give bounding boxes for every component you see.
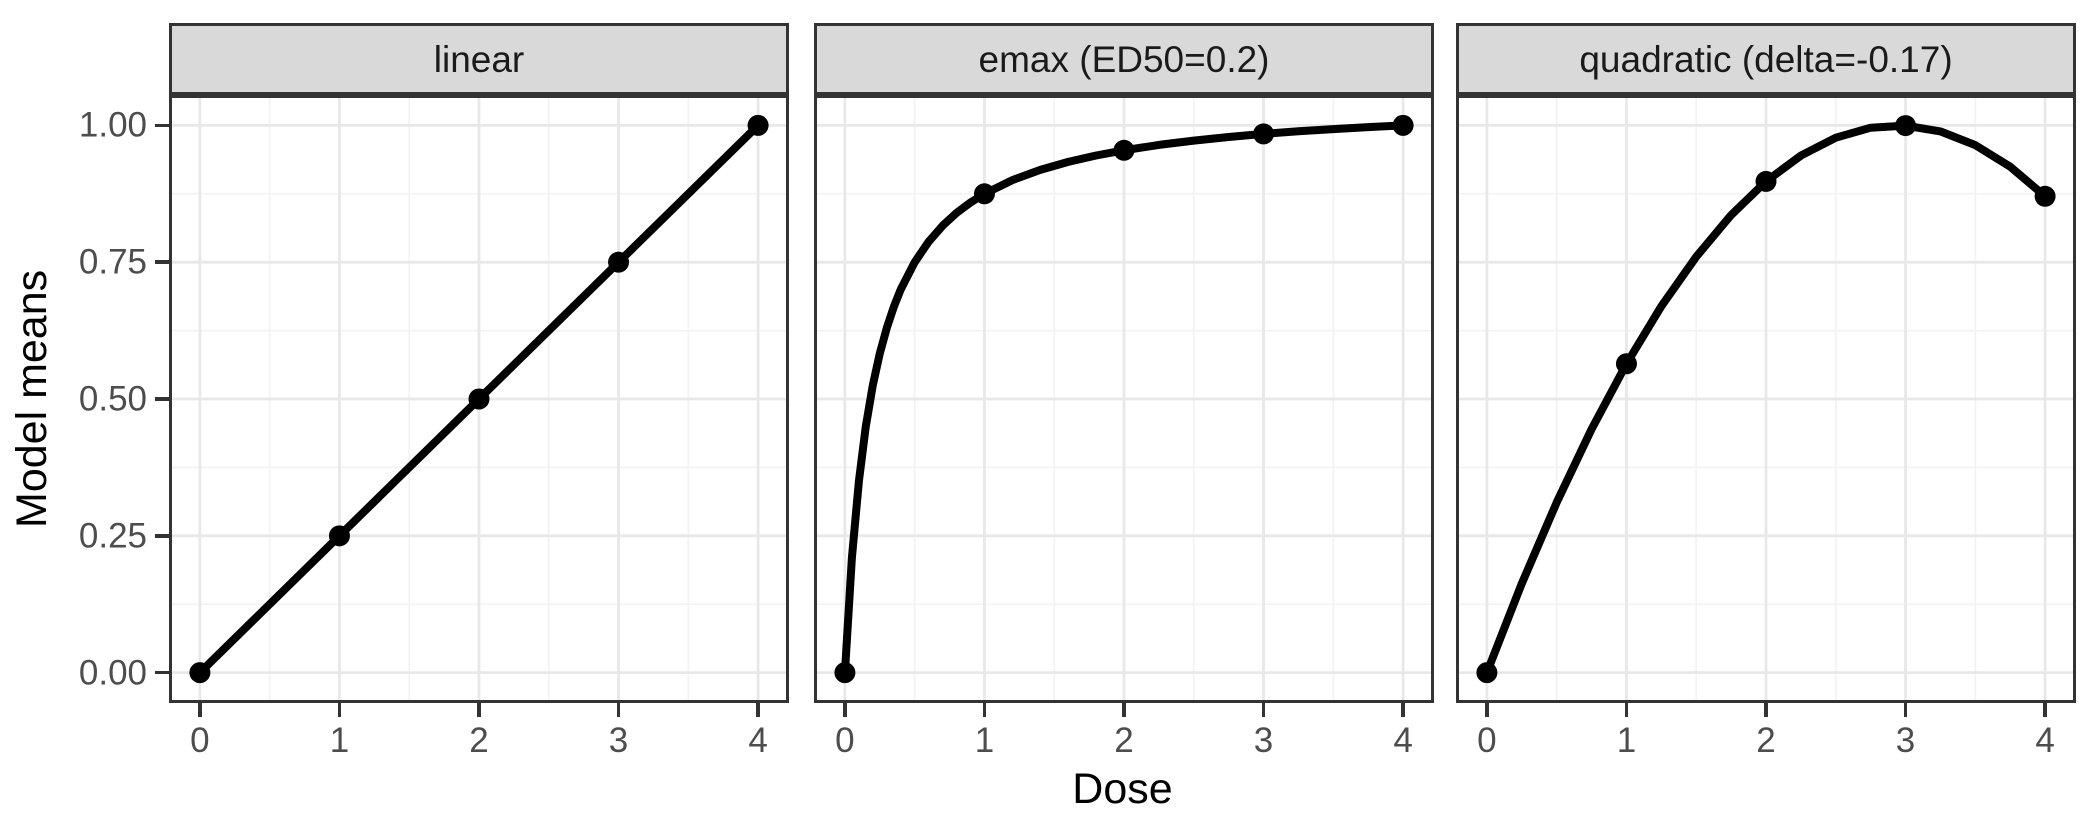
plot-area-linear — [169, 95, 789, 703]
plot-canvas-linear — [172, 98, 786, 700]
data-point — [328, 525, 350, 547]
x-axis-tick — [1261, 703, 1266, 717]
data-point — [1895, 115, 1917, 137]
x-axis-tick — [1401, 703, 1405, 717]
x-axis-tick — [756, 703, 760, 717]
x-axis-tick — [843, 703, 847, 717]
x-axis-tick — [616, 703, 621, 717]
x-axis-tick — [1485, 703, 1489, 717]
x-axis-tick — [2043, 703, 2047, 717]
data-point — [1253, 123, 1275, 145]
data-point — [834, 662, 856, 684]
plot-area-quadratic — [1456, 95, 2076, 703]
x-tick-label: 3 — [1895, 721, 1916, 760]
y-axis-tick — [155, 123, 169, 128]
facet-strip-quadratic: quadratic (delta=-0.17) — [1456, 23, 2076, 95]
x-tick-label: 2 — [1114, 721, 1134, 760]
data-point — [468, 388, 490, 410]
x-tick-label: 1 — [974, 721, 995, 760]
y-axis-tick — [155, 397, 169, 401]
data-point — [747, 114, 769, 136]
plot-canvas-quadratic — [1459, 98, 2073, 700]
x-axis-tick — [477, 703, 481, 717]
data-point — [973, 183, 995, 205]
x-tick-label: 3 — [608, 721, 629, 760]
x-tick-label: 0 — [190, 721, 210, 760]
x-axis-tick — [1903, 703, 1908, 717]
x-axis-tick — [198, 703, 202, 717]
facet-strip-label: quadratic (delta=-0.17) — [1579, 38, 1953, 80]
facet-strip-emax: emax (ED50=0.2) — [814, 23, 1434, 95]
facet-panel-linear: linear — [169, 23, 789, 703]
x-tick-label: 0 — [835, 721, 855, 760]
x-tick-label: 0 — [1477, 721, 1497, 760]
x-tick-label: 2 — [1756, 721, 1776, 760]
y-axis-tick — [155, 534, 169, 538]
x-axis-tick — [1624, 703, 1629, 717]
data-point — [608, 251, 630, 273]
data-point — [1113, 139, 1135, 161]
data-point — [1755, 170, 1777, 192]
data-point — [189, 662, 211, 684]
x-tick-label: 4 — [1393, 721, 1413, 760]
plot-canvas-emax — [817, 98, 1431, 700]
y-axis-title: Model means — [8, 269, 56, 529]
x-axis-tick — [337, 703, 342, 717]
y-axis-tick — [155, 670, 169, 675]
x-axis-title: Dose — [1072, 765, 1173, 813]
x-tick-label: 1 — [1616, 721, 1637, 760]
x-tick-label: 4 — [748, 721, 768, 760]
x-tick-label: 2 — [469, 721, 489, 760]
y-axis-tick — [155, 260, 169, 264]
facet-panel-emax: emax (ED50=0.2) — [814, 23, 1434, 703]
facet-strip-linear: linear — [169, 23, 789, 95]
x-tick-label: 3 — [1253, 721, 1274, 760]
facet-strip-label: emax (ED50=0.2) — [978, 38, 1270, 80]
plot-area-emax — [814, 95, 1434, 703]
data-point — [1476, 662, 1498, 684]
data-point — [1392, 114, 1414, 136]
facet-panel-quadratic: quadratic (delta=-0.17) — [1456, 23, 2076, 703]
facet-strip-label: linear — [433, 38, 525, 80]
x-axis-tick — [1764, 703, 1768, 717]
x-axis-tick — [982, 703, 987, 717]
data-point — [1615, 353, 1637, 375]
x-tick-label: 4 — [2035, 721, 2055, 760]
x-tick-label: 1 — [329, 721, 350, 760]
x-axis-tick — [1122, 703, 1126, 717]
data-point — [2034, 185, 2056, 207]
